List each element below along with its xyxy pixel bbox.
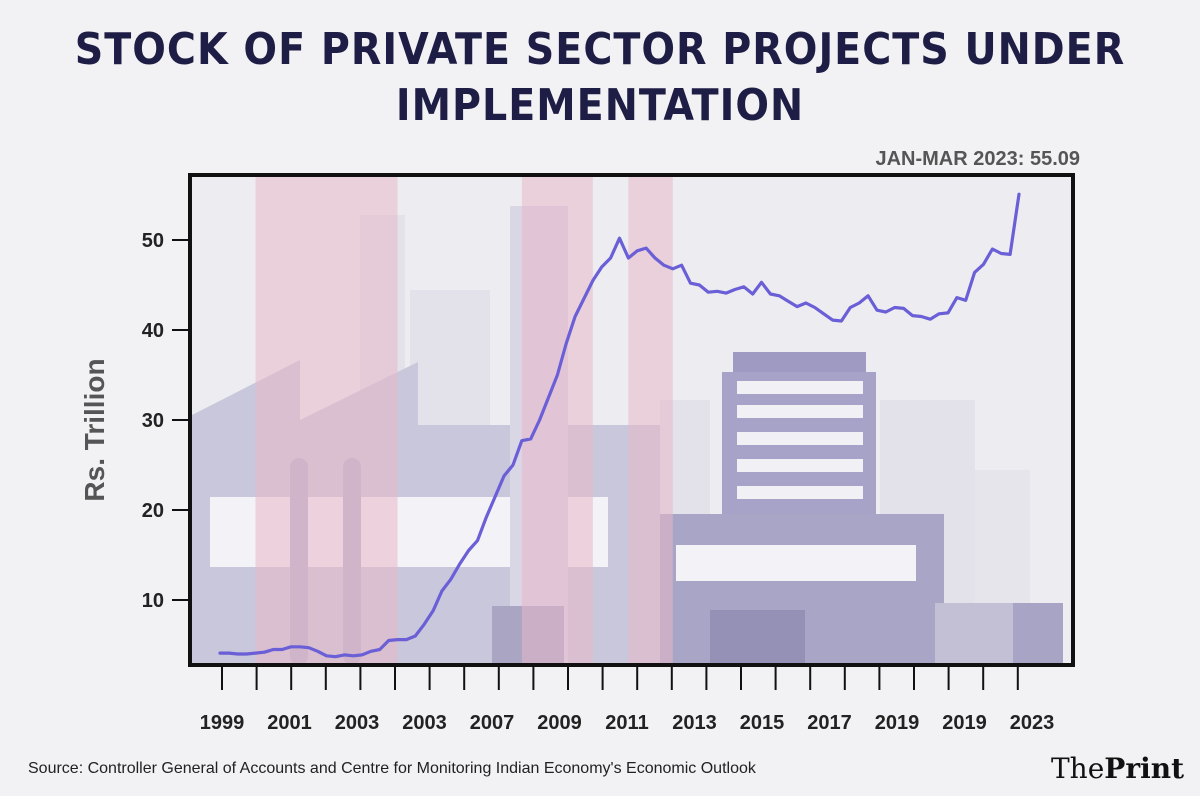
x-tick-label: 2017 xyxy=(807,712,852,734)
x-tick-label: 2015 xyxy=(740,712,785,734)
brand-logo: ThePrint xyxy=(1051,752,1184,785)
recession-band-2 xyxy=(521,177,593,663)
recession-band-1 xyxy=(255,177,398,663)
x-tick-label: 2003 xyxy=(335,712,380,734)
recession-band-3 xyxy=(628,177,673,663)
y-axis-label: Rs. Trillion xyxy=(79,358,110,501)
x-tick-label: 2019 xyxy=(875,712,920,734)
y-axis-ticks: 10 20 30 40 50 xyxy=(142,230,190,612)
latest-value-annotation: JAN-MAR 2023: 55.09 xyxy=(875,148,1080,170)
x-tick-label: 2023 xyxy=(1010,712,1055,734)
chart-title: STOCK OF PRIVATE SECTOR PROJECTS UNDER I… xyxy=(74,24,1126,131)
x-tick-label: 2003 xyxy=(402,712,447,734)
x-tick-label: 2001 xyxy=(267,712,312,734)
x-tick-label: 1999 xyxy=(200,712,245,734)
source-note: Source: Controller General of Accounts a… xyxy=(28,760,756,777)
y-tick-label: 50 xyxy=(142,230,164,252)
series-line xyxy=(218,192,1021,659)
x-axis-ticks: 1999 2001 2003 2003 2007 2009 2011 2013 2015 2017… xyxy=(200,667,1055,734)
series-layer xyxy=(218,192,1021,659)
brand-light: The xyxy=(1050,752,1105,785)
plot-frame xyxy=(188,173,1075,667)
x-tick-label: 2013 xyxy=(672,712,717,734)
y-tick-label: 10 xyxy=(142,590,164,612)
x-tick-label: 2009 xyxy=(537,712,582,734)
x-tick-label: 2019 xyxy=(942,712,987,734)
brand-bold: Print xyxy=(1104,752,1184,785)
recession-shading xyxy=(255,177,673,663)
y-tick-label: 20 xyxy=(142,500,164,522)
y-tick-label: 30 xyxy=(142,410,164,432)
x-tick-label: 2007 xyxy=(470,712,515,734)
x-tick-label: 2011 xyxy=(605,712,648,734)
y-tick-label: 40 xyxy=(142,320,164,342)
